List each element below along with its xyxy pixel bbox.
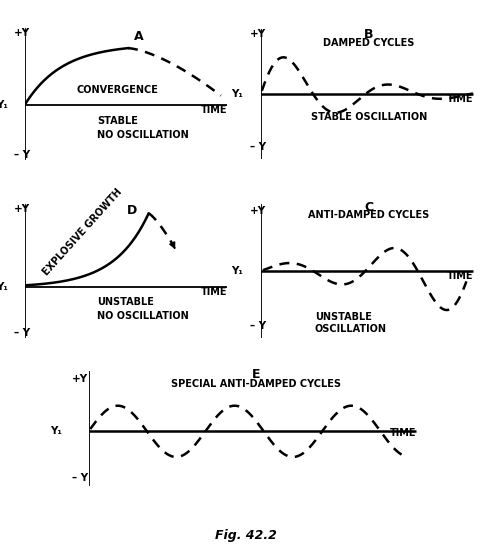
Text: – Y: – Y	[250, 142, 266, 152]
Text: D: D	[127, 204, 137, 217]
Text: Y₁: Y₁	[0, 283, 8, 293]
Text: Y₁: Y₁	[232, 89, 244, 99]
Text: OSCILLATION: OSCILLATION	[315, 324, 387, 333]
Text: +Y: +Y	[14, 28, 31, 38]
Text: Y₁: Y₁	[0, 100, 8, 110]
Text: TIME: TIME	[446, 94, 473, 104]
Text: STABLE: STABLE	[97, 116, 138, 126]
Text: +Y: +Y	[250, 206, 266, 216]
Text: Fig. 42.2: Fig. 42.2	[215, 529, 277, 542]
Text: TIME: TIME	[390, 429, 416, 439]
Text: TIME: TIME	[201, 288, 227, 298]
Text: TIME: TIME	[201, 105, 227, 115]
Text: +Y: +Y	[14, 204, 31, 214]
Text: – Y: – Y	[72, 473, 88, 483]
Text: CONVERGENCE: CONVERGENCE	[77, 85, 158, 96]
Text: – Y: – Y	[14, 150, 31, 160]
Text: SPECIAL ANTI-DAMPED CYCLES: SPECIAL ANTI-DAMPED CYCLES	[171, 379, 341, 389]
Text: NO OSCILLATION: NO OSCILLATION	[97, 130, 188, 140]
Text: C: C	[365, 201, 373, 215]
Text: STABLE OSCILLATION: STABLE OSCILLATION	[311, 112, 427, 122]
Text: Y₁: Y₁	[232, 266, 244, 276]
Text: A: A	[133, 30, 143, 44]
Text: E: E	[251, 368, 260, 381]
Text: DAMPED CYCLES: DAMPED CYCLES	[323, 38, 415, 48]
Text: Y₁: Y₁	[50, 426, 62, 436]
Text: EXPLOSIVE GROWTH: EXPLOSIVE GROWTH	[41, 186, 124, 277]
Text: UNSTABLE: UNSTABLE	[97, 298, 154, 307]
Text: NO OSCILLATION: NO OSCILLATION	[97, 311, 188, 321]
Text: +Y: +Y	[72, 374, 88, 384]
Text: ANTI-DAMPED CYCLES: ANTI-DAMPED CYCLES	[308, 210, 430, 220]
Text: TIME: TIME	[446, 271, 473, 281]
Text: – Y: – Y	[250, 321, 266, 331]
Text: +Y: +Y	[250, 29, 266, 39]
Text: UNSTABLE: UNSTABLE	[315, 312, 372, 322]
Text: – Y: – Y	[14, 328, 31, 338]
Text: B: B	[364, 28, 374, 40]
